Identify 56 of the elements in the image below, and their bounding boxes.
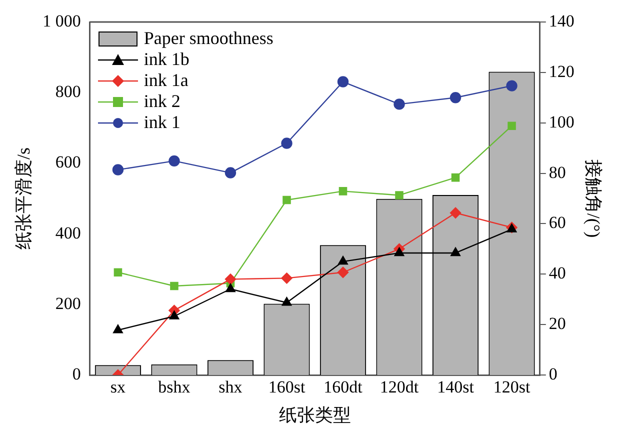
y-tick-label: 400: [55, 223, 81, 242]
point: [337, 76, 349, 88]
point: [450, 207, 462, 218]
legend-label: ink 1b: [144, 49, 190, 70]
point: [168, 155, 180, 167]
point: [169, 310, 180, 320]
y-tick-label: 1 000: [42, 11, 81, 30]
point: [113, 324, 123, 334]
y2-tick-label: 80: [548, 162, 566, 182]
x-tick-label: 120st: [493, 378, 530, 397]
y2-tick-label: 100: [548, 112, 574, 132]
point: [114, 268, 122, 277]
point: [508, 122, 516, 130]
point: [282, 297, 292, 306]
point: [450, 92, 462, 104]
y-tick-label: 800: [55, 82, 81, 102]
x-tick-label: sx: [110, 378, 126, 397]
point: [281, 272, 292, 284]
point: [282, 196, 291, 204]
x-tick-label: 140st: [437, 378, 474, 397]
legend-label: ink 1: [144, 112, 180, 133]
y2-tick-label: 60: [548, 213, 566, 232]
x-axis-title: 纸张类型: [278, 404, 351, 425]
y2-tick-label: 40: [548, 264, 566, 283]
legend-label: Paper smoothness: [144, 28, 274, 49]
y2-tick-label: 120: [548, 62, 574, 81]
x-tick-label: 160st: [268, 378, 306, 397]
x-tick-label: shx: [218, 378, 243, 397]
point: [281, 138, 292, 149]
point: [224, 167, 236, 178]
point: [170, 282, 178, 290]
y2-tick-label: 20: [548, 314, 566, 334]
y2-tick-label: 140: [548, 11, 574, 30]
x-tick-label: 120dt: [380, 378, 419, 397]
y2-axis-title: 接触角/(°): [583, 159, 604, 238]
x-tick-label: 160dt: [324, 378, 363, 397]
legend-label: ink 2: [144, 91, 180, 112]
point: [337, 266, 349, 278]
y-tick-label: 0: [72, 364, 81, 384]
y-tick-label: 600: [55, 152, 81, 172]
point: [394, 98, 405, 110]
y-tick-label: 200: [55, 294, 81, 313]
point: [226, 283, 236, 292]
point: [338, 256, 348, 265]
legend-label: ink 1a: [144, 70, 188, 91]
point: [451, 173, 460, 182]
y2-tick-label: 0: [548, 364, 558, 384]
point: [450, 247, 460, 256]
point: [338, 187, 348, 196]
point: [112, 164, 124, 176]
point: [394, 247, 404, 256]
point: [506, 80, 518, 92]
point: [395, 191, 404, 200]
y-axis-title: 纸张平滑度/s: [14, 147, 34, 250]
point: [224, 274, 236, 285]
x-tick-label: bshx: [158, 378, 191, 397]
